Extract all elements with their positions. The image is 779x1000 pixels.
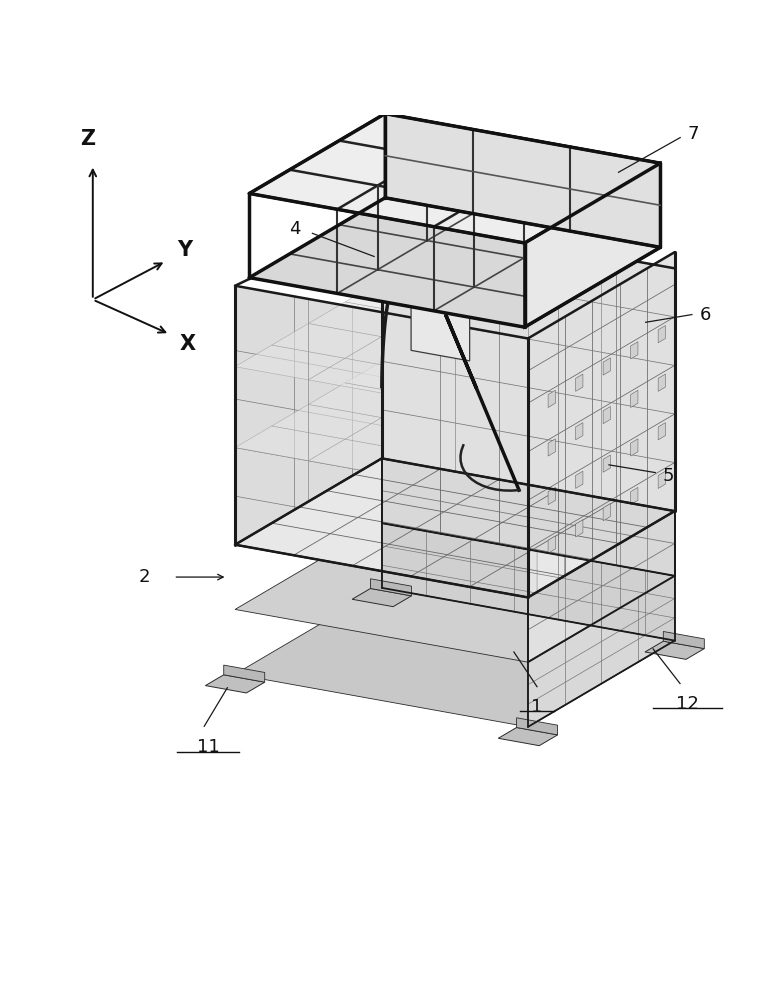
Polygon shape bbox=[537, 430, 565, 495]
Polygon shape bbox=[647, 317, 675, 382]
Polygon shape bbox=[663, 631, 704, 649]
Polygon shape bbox=[235, 458, 675, 597]
Polygon shape bbox=[235, 588, 675, 727]
Polygon shape bbox=[548, 439, 555, 456]
Polygon shape bbox=[235, 361, 675, 500]
Polygon shape bbox=[645, 641, 704, 659]
Polygon shape bbox=[235, 523, 675, 662]
Polygon shape bbox=[576, 520, 583, 537]
Polygon shape bbox=[603, 358, 611, 375]
Polygon shape bbox=[352, 588, 411, 607]
Polygon shape bbox=[537, 479, 565, 543]
Polygon shape bbox=[658, 423, 665, 440]
Polygon shape bbox=[576, 374, 583, 391]
Polygon shape bbox=[528, 576, 675, 727]
Polygon shape bbox=[565, 365, 592, 430]
Text: 6: 6 bbox=[700, 306, 711, 324]
Polygon shape bbox=[647, 268, 675, 333]
Polygon shape bbox=[235, 280, 675, 419]
Polygon shape bbox=[603, 504, 611, 521]
Text: Y: Y bbox=[178, 240, 192, 260]
Polygon shape bbox=[537, 333, 565, 398]
Polygon shape bbox=[499, 728, 558, 746]
Polygon shape bbox=[565, 511, 592, 576]
Polygon shape bbox=[411, 302, 470, 361]
Polygon shape bbox=[516, 718, 558, 735]
Polygon shape bbox=[631, 439, 638, 456]
Polygon shape bbox=[647, 463, 675, 527]
Polygon shape bbox=[603, 455, 611, 472]
Polygon shape bbox=[206, 675, 265, 693]
Text: X: X bbox=[180, 334, 196, 354]
Polygon shape bbox=[224, 665, 265, 682]
Polygon shape bbox=[619, 430, 647, 495]
Text: 5: 5 bbox=[663, 467, 675, 485]
Text: Z: Z bbox=[79, 129, 95, 149]
Polygon shape bbox=[619, 382, 647, 446]
Polygon shape bbox=[249, 198, 661, 327]
Polygon shape bbox=[658, 471, 665, 488]
Polygon shape bbox=[576, 423, 583, 440]
Text: 11: 11 bbox=[197, 738, 220, 756]
Polygon shape bbox=[619, 333, 647, 398]
Polygon shape bbox=[619, 285, 647, 349]
Text: 4: 4 bbox=[289, 220, 301, 238]
Polygon shape bbox=[382, 523, 675, 641]
Text: 1: 1 bbox=[531, 698, 543, 716]
Text: 7: 7 bbox=[688, 125, 700, 143]
Polygon shape bbox=[631, 390, 638, 408]
Polygon shape bbox=[619, 479, 647, 543]
Polygon shape bbox=[565, 414, 592, 479]
Polygon shape bbox=[631, 487, 638, 505]
Polygon shape bbox=[548, 390, 555, 408]
Polygon shape bbox=[235, 286, 528, 597]
Polygon shape bbox=[592, 495, 619, 560]
Polygon shape bbox=[565, 317, 592, 382]
Polygon shape bbox=[548, 487, 555, 505]
Polygon shape bbox=[528, 511, 675, 662]
Polygon shape bbox=[382, 216, 675, 511]
Polygon shape bbox=[576, 471, 583, 488]
Polygon shape bbox=[592, 301, 619, 365]
Polygon shape bbox=[658, 326, 665, 343]
Polygon shape bbox=[548, 536, 555, 553]
Polygon shape bbox=[528, 252, 675, 597]
Polygon shape bbox=[382, 458, 675, 576]
Polygon shape bbox=[647, 365, 675, 430]
Polygon shape bbox=[647, 414, 675, 479]
Polygon shape bbox=[603, 406, 611, 424]
Polygon shape bbox=[592, 398, 619, 463]
Text: 2: 2 bbox=[139, 568, 150, 586]
Polygon shape bbox=[537, 382, 565, 446]
Polygon shape bbox=[658, 374, 665, 391]
Polygon shape bbox=[537, 527, 565, 592]
Polygon shape bbox=[524, 163, 661, 327]
Polygon shape bbox=[592, 446, 619, 511]
Polygon shape bbox=[631, 342, 638, 359]
Polygon shape bbox=[385, 114, 661, 247]
Polygon shape bbox=[371, 579, 411, 596]
Text: 12: 12 bbox=[676, 695, 700, 713]
Polygon shape bbox=[249, 114, 661, 243]
Polygon shape bbox=[565, 463, 592, 527]
Polygon shape bbox=[592, 349, 619, 414]
